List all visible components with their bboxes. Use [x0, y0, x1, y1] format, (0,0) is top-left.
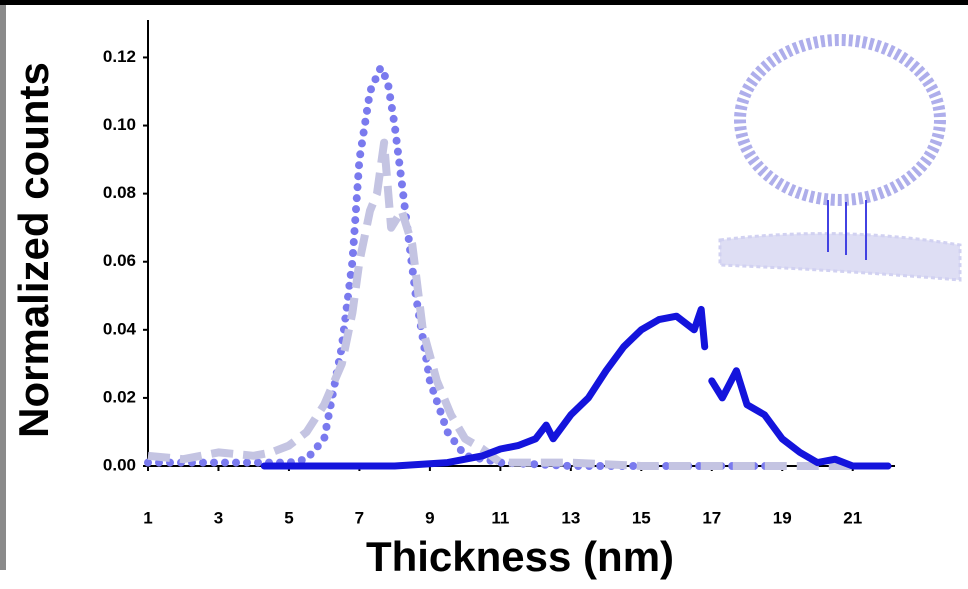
- top-bar: [0, 0, 968, 5]
- x-tick-label: 17: [702, 508, 721, 527]
- x-tick-label: 3: [214, 508, 223, 527]
- x-tick-label: 21: [843, 508, 862, 527]
- x-tick-label: 7: [355, 508, 364, 527]
- y-tick-label: 0.04: [103, 319, 137, 338]
- x-tick-label: 15: [632, 508, 651, 527]
- inset-illustration: [718, 34, 962, 282]
- x-axis-title: Thickness (nm): [366, 533, 674, 580]
- x-tick-label: 5: [284, 508, 293, 527]
- data-line: [260, 305, 892, 470]
- left-strip: [0, 5, 6, 570]
- x-tick-label: 11: [491, 508, 509, 527]
- data-line: [144, 63, 787, 470]
- y-tick-label: 0.10: [103, 115, 136, 134]
- x-tick-label: 9: [425, 508, 434, 527]
- y-axis-title: Normalized counts: [10, 62, 57, 438]
- y-tick-label: 0.02: [103, 387, 136, 406]
- x-tick-label: 13: [561, 508, 580, 527]
- y-tick-label: 0.00: [103, 455, 136, 474]
- y-tick-label: 0.08: [103, 183, 136, 202]
- y-tick-label: 0.06: [103, 251, 136, 270]
- y-tick-label: 0.12: [103, 47, 136, 66]
- x-tick-label: 1: [143, 508, 152, 527]
- data-line: [147, 138, 853, 470]
- x-tick-label: 19: [773, 508, 792, 527]
